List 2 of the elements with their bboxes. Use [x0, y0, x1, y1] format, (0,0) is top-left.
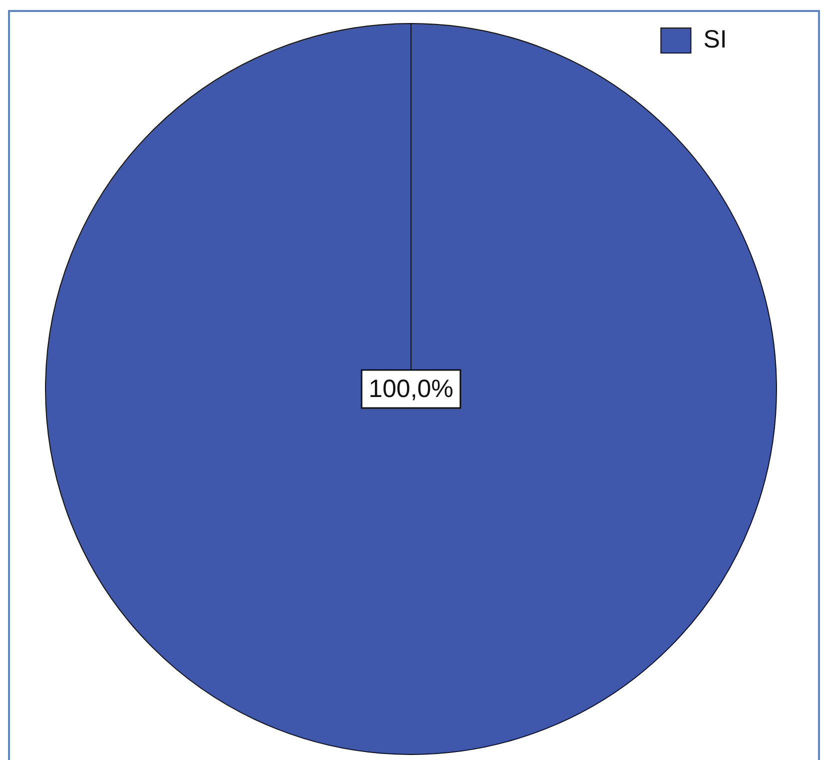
- legend-label: SI: [703, 25, 728, 54]
- data-label: 100,0%: [368, 374, 454, 403]
